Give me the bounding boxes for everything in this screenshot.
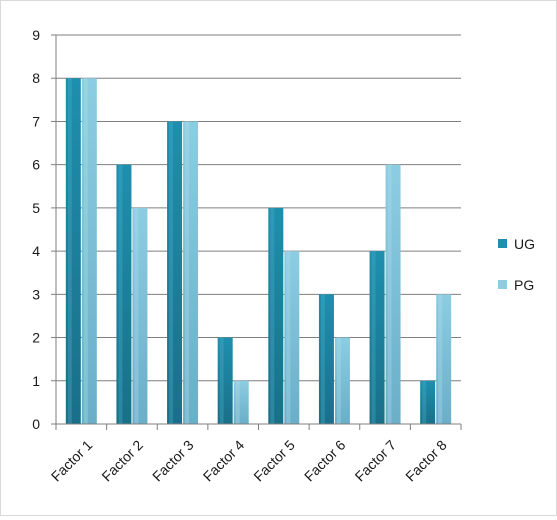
bar-pg-3 bbox=[183, 121, 199, 424]
x-tick-label: Factor 1 bbox=[48, 437, 96, 485]
y-tick-label: 5 bbox=[32, 200, 40, 216]
legend-swatch-pg bbox=[498, 280, 507, 289]
bar-pg-4 bbox=[233, 380, 249, 424]
bar-highlight bbox=[286, 251, 291, 424]
bar-highlight bbox=[320, 294, 325, 424]
bar-pg-1 bbox=[81, 78, 97, 424]
bar-highlight bbox=[219, 337, 224, 424]
y-tick-label: 9 bbox=[32, 27, 40, 43]
bar-highlight bbox=[371, 251, 376, 424]
y-tick-label: 0 bbox=[32, 416, 40, 432]
bar-highlight bbox=[422, 380, 427, 424]
x-tick-label: Factor 8 bbox=[402, 437, 450, 485]
bar-highlight bbox=[387, 164, 392, 424]
bar-ug-1 bbox=[65, 78, 81, 424]
y-tick-label: 1 bbox=[32, 373, 40, 389]
bar-ug-2 bbox=[116, 164, 132, 424]
bar-ug-4 bbox=[217, 337, 233, 424]
y-tick-label: 2 bbox=[32, 330, 40, 346]
bar-pg-5 bbox=[284, 251, 300, 424]
axes bbox=[55, 35, 462, 430]
bar-highlight bbox=[185, 121, 190, 424]
bar-pg-2 bbox=[132, 207, 148, 424]
bar-ug-7 bbox=[369, 251, 385, 424]
y-axis-tick-labels: 0 1 2 3 4 5 6 7 8 9 bbox=[32, 27, 40, 432]
x-tick-label: Factor 6 bbox=[301, 437, 349, 485]
bar-highlight bbox=[336, 337, 341, 424]
bar-pg-6 bbox=[334, 337, 350, 424]
y-tick-label: 4 bbox=[32, 243, 40, 259]
bar-pg-7 bbox=[385, 164, 401, 424]
y-tick-label: 8 bbox=[32, 70, 40, 86]
bar-ug-8 bbox=[420, 380, 436, 424]
bar-highlight bbox=[83, 78, 88, 424]
bar-highlight bbox=[270, 207, 275, 424]
bar-highlight bbox=[118, 164, 123, 424]
bar-highlight bbox=[169, 121, 174, 424]
x-tick-label: Factor 7 bbox=[352, 437, 400, 485]
bars bbox=[65, 78, 452, 424]
bar-highlight bbox=[67, 78, 72, 424]
bar-highlight bbox=[438, 294, 443, 424]
bar-ug-5 bbox=[268, 207, 284, 424]
y-tick-label: 6 bbox=[32, 157, 40, 173]
y-tick-label: 7 bbox=[32, 113, 40, 129]
bar-highlight bbox=[235, 380, 240, 424]
x-tick-label: Factor 2 bbox=[98, 437, 146, 485]
bar-ug-6 bbox=[318, 294, 334, 424]
bar-pg-8 bbox=[436, 294, 452, 424]
bar-highlight bbox=[134, 207, 139, 424]
y-tick-label: 3 bbox=[32, 286, 40, 302]
bar-ug-3 bbox=[167, 121, 183, 424]
x-tick-label: Factor 5 bbox=[250, 437, 298, 485]
legend: UG PG bbox=[498, 236, 535, 293]
legend-label-ug: UG bbox=[514, 236, 535, 252]
legend-swatch-ug bbox=[498, 239, 507, 248]
x-tick-label: Factor 4 bbox=[200, 437, 248, 485]
x-tick-label: Factor 3 bbox=[149, 437, 197, 485]
legend-label-pg: PG bbox=[514, 277, 534, 293]
x-axis-tick-labels: Factor 1 Factor 2 Factor 3 Factor 4 Factor 5… bbox=[48, 437, 450, 485]
